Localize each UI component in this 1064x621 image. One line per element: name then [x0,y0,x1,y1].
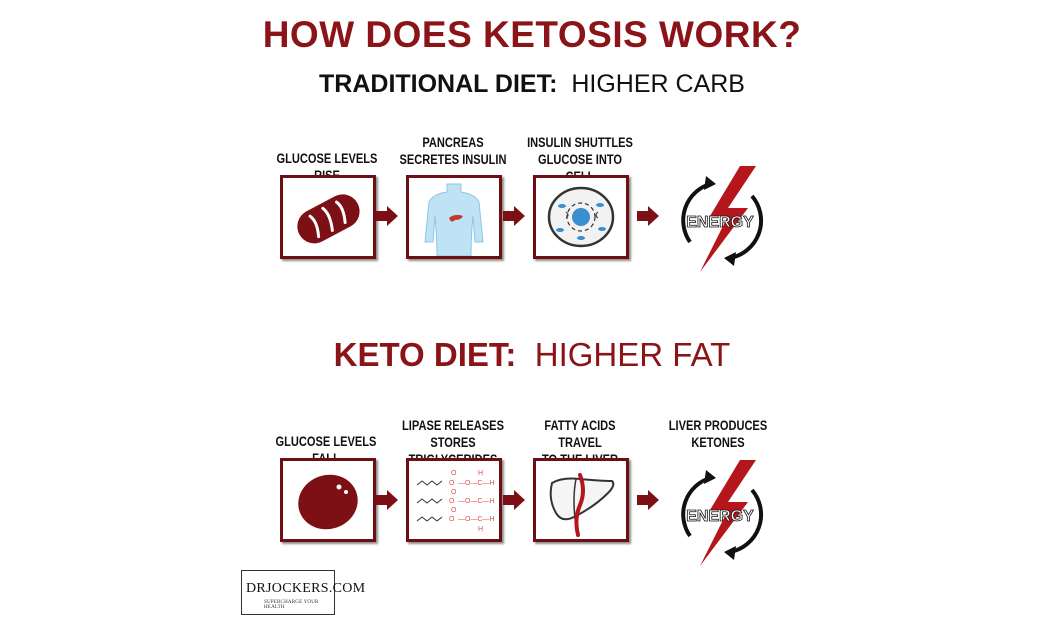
svg-text:O: O [451,489,457,496]
arrow-right-icon [503,206,525,226]
keto-diet-label: KETO DIET: [333,336,517,373]
liver-icon [533,458,629,542]
svg-text:—O—C—H: —O—C—H [458,516,495,523]
caption-pancreas: PANCREAS SECRETES INSULIN [399,135,507,167]
svg-text:O: O [451,507,457,514]
arrow-right-icon [376,206,398,226]
bread-icon [280,175,376,259]
svg-text:H: H [478,470,483,477]
traditional-diet-value: HIGHER CARB [571,70,745,98]
logo-name: DRJOCKERS.COM [246,581,366,596]
fat-droplet-icon [280,458,376,542]
svg-text:H: H [478,526,483,533]
cell-icon [533,175,629,259]
keto-diet-value: HIGHER FAT [534,336,731,373]
pancreas-torso-icon [406,175,502,259]
traditional-diet-heading: TRADITIONAL DIET: HIGHER CARB [0,70,1064,99]
energy-label: ENERGY [686,508,754,525]
logo-tagline: SUPERCHARGE YOUR HEALTH [264,600,319,610]
energy-cycle-icon: ENERGY [681,460,764,566]
energy-label: ENERGY [686,214,754,231]
svg-text:—O—C—H: —O—C—H [458,480,495,487]
traditional-diet-label: TRADITIONAL DIET: [319,70,558,98]
svg-text:O: O [449,480,455,487]
svg-text:O: O [449,498,455,505]
drjockers-logo: DRJOCKERS.COM SUPERCHARGE YOUR HEALTH [241,570,365,615]
svg-text:O: O [451,470,457,477]
arrow-right-icon [637,206,659,226]
caption-liver-produces: LIVER PRODUCES KETONES [668,418,768,450]
energy-cycle-icon: ENERGY [681,166,764,272]
svg-text:O: O [449,516,455,523]
page-title: HOW DOES KETOSIS WORK? [262,14,802,55]
arrow-right-icon [376,490,398,510]
arrow-right-icon [503,490,525,510]
arrow-right-icon [637,490,659,510]
svg-text:—O—C—H: —O—C—H [458,498,495,505]
keto-diet-heading: KETO DIET: HIGHER FAT [0,336,1064,374]
